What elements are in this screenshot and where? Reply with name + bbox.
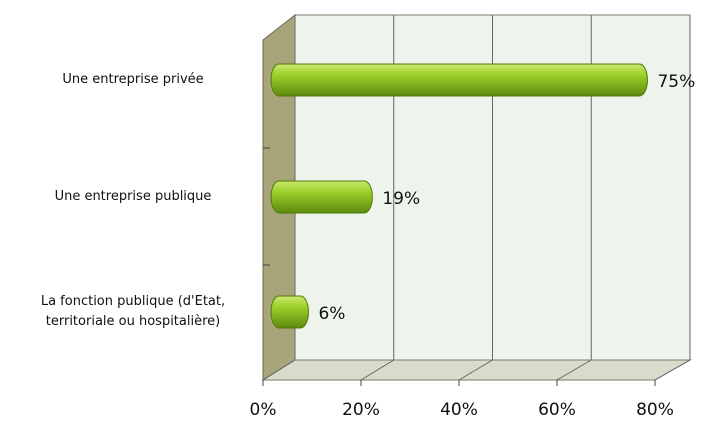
x-tick-label: 80%: [636, 400, 674, 420]
grid-line: [360, 359, 395, 381]
bar: [270, 295, 309, 329]
bar: [270, 180, 373, 214]
value-label: 6%: [318, 304, 345, 324]
x-tick-label: 0%: [250, 400, 277, 420]
category-label: Une entreprise privée: [62, 72, 204, 87]
value-label: 75%: [657, 72, 695, 92]
bar: [270, 63, 648, 97]
grid-line: [262, 359, 296, 381]
category-label: Une entreprise publique: [54, 189, 212, 204]
grid-line: [654, 359, 691, 381]
value-label: 19%: [382, 189, 420, 209]
x-tick-label: 60%: [538, 400, 576, 420]
grid-line: [458, 359, 493, 381]
x-tick-label: 20%: [342, 400, 380, 420]
x-tick-label: 40%: [440, 400, 478, 420]
category-label: La fonction publique (d'Etat, territoria…: [40, 294, 226, 329]
grid-line: [556, 359, 592, 381]
